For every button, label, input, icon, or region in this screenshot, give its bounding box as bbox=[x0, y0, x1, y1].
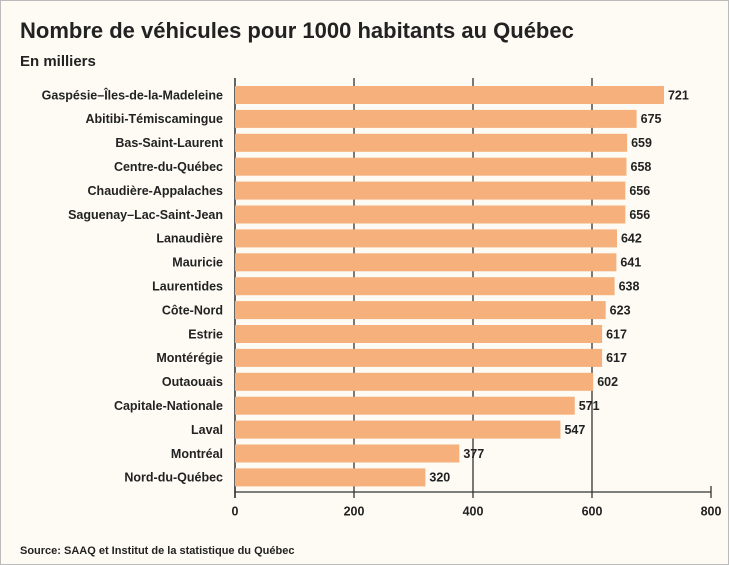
value-label: 377 bbox=[463, 447, 484, 461]
value-label: 658 bbox=[631, 160, 652, 174]
category-label: Abitibi-Témiscamingue bbox=[85, 112, 223, 126]
x-tick-label: 0 bbox=[232, 504, 239, 518]
category-label: Centre-du-Québec bbox=[114, 160, 223, 174]
bar bbox=[235, 86, 664, 104]
bar bbox=[235, 372, 594, 391]
bar bbox=[235, 301, 606, 320]
category-label: Laval bbox=[191, 423, 223, 437]
value-label: 659 bbox=[631, 136, 652, 150]
bar bbox=[235, 420, 561, 439]
bar bbox=[235, 348, 603, 367]
bar bbox=[235, 277, 615, 296]
x-tick-label: 600 bbox=[582, 504, 603, 518]
x-tick-label: 800 bbox=[701, 504, 722, 518]
value-label: 642 bbox=[621, 232, 642, 246]
value-label: 638 bbox=[619, 279, 640, 293]
category-label: Lanaudière bbox=[156, 232, 223, 246]
bar bbox=[235, 157, 627, 176]
chart-subtitle: En milliers bbox=[20, 53, 96, 70]
value-label: 656 bbox=[629, 184, 650, 198]
value-label: 547 bbox=[564, 423, 585, 437]
bar bbox=[235, 205, 626, 224]
category-label: Saguenay–Lac-Saint-Jean bbox=[68, 208, 223, 222]
category-label: Outaouais bbox=[162, 375, 223, 389]
bar bbox=[235, 109, 637, 128]
value-label: 571 bbox=[579, 399, 600, 413]
value-label: 721 bbox=[668, 88, 689, 102]
category-label: Gaspésie–Îles-de-la-Madeleine bbox=[42, 87, 223, 102]
value-label: 656 bbox=[629, 208, 650, 222]
x-tick-label: 400 bbox=[463, 504, 484, 518]
category-label: Bas-Saint-Laurent bbox=[115, 136, 223, 150]
bar bbox=[235, 229, 617, 248]
x-tick-label: 200 bbox=[344, 504, 365, 518]
value-label: 617 bbox=[606, 327, 627, 341]
bar bbox=[235, 133, 628, 152]
value-label: 320 bbox=[429, 471, 450, 485]
category-label: Mauricie bbox=[172, 256, 223, 270]
bar bbox=[235, 444, 460, 463]
value-label: 617 bbox=[606, 351, 627, 365]
chart-title: Nombre de véhicules pour 1000 habitants … bbox=[20, 18, 574, 43]
value-label: 641 bbox=[620, 256, 641, 270]
bar bbox=[235, 468, 426, 487]
category-label: Chaudière-Appalaches bbox=[88, 184, 224, 198]
source: Source: SAAQ et Institut de la statistiq… bbox=[20, 545, 294, 557]
value-label: 623 bbox=[610, 303, 631, 317]
bar bbox=[235, 396, 575, 415]
value-label: 675 bbox=[641, 112, 662, 126]
value-label: 602 bbox=[597, 375, 618, 389]
category-label: Montréal bbox=[171, 447, 223, 461]
bar bbox=[235, 325, 603, 343]
category-label: Nord-du-Québec bbox=[124, 471, 223, 485]
bar bbox=[235, 253, 617, 272]
category-label: Estrie bbox=[188, 327, 223, 341]
category-label: Montérégie bbox=[156, 351, 223, 365]
category-label: Capitale-Nationale bbox=[114, 399, 223, 413]
category-label: Laurentides bbox=[152, 279, 223, 293]
category-label: Côte-Nord bbox=[162, 303, 223, 317]
bar bbox=[235, 181, 626, 200]
